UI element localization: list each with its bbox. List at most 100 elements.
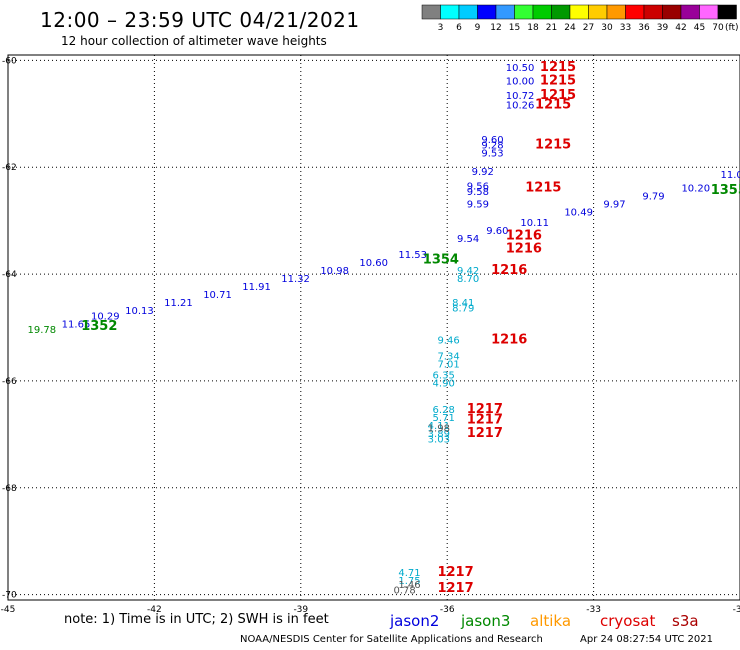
data-point-label: 10.50 xyxy=(506,63,535,74)
legend-cryosat: cryosat xyxy=(600,612,655,630)
x-tick-label: -30 xyxy=(733,605,740,615)
data-point-label: 1216 xyxy=(491,263,527,278)
satellite-legend: jason2 jason3 altika cryosat s3a xyxy=(389,612,699,630)
grid-lines xyxy=(8,55,740,600)
data-point-label: 9.58 xyxy=(467,187,489,198)
scale-tick-label: 3 xyxy=(438,23,444,33)
y-tick-label: -70 xyxy=(2,591,17,601)
scale-tick-label: 15 xyxy=(509,23,520,33)
scale-swatch xyxy=(514,4,534,20)
scale-swatch xyxy=(625,4,645,20)
scale-swatch xyxy=(588,4,608,20)
data-point-label: 1354 xyxy=(423,252,459,267)
y-tick-label: -66 xyxy=(2,377,17,387)
data-point-label: 9.60 xyxy=(481,135,503,146)
data-point-label: 9.92 xyxy=(472,167,494,178)
scale-tick-label: 33 xyxy=(620,23,631,33)
data-point-label: 8.41 xyxy=(452,298,474,309)
data-point-label: 1217 xyxy=(467,402,503,417)
footer-credit: NOAA/NESDIS Center for Satellite Applica… xyxy=(240,634,543,645)
data-point-label: 1215 xyxy=(535,97,571,112)
data-point-label: 5.71 xyxy=(433,413,455,424)
scale-swatch xyxy=(569,4,589,20)
data-point-label: 1215 xyxy=(535,138,571,153)
data-point-label: 11.91 xyxy=(242,282,271,293)
data-point-label: 10.13 xyxy=(125,306,154,317)
data-point-label: 10.26 xyxy=(506,100,535,111)
data-point-label: 1.46 xyxy=(398,580,420,591)
data-point-label: 11.53 xyxy=(398,250,427,261)
scale-swatch xyxy=(421,4,441,20)
x-tick-label: -45 xyxy=(1,605,16,615)
x-tick-label: -39 xyxy=(293,605,308,615)
data-point-label: 1217 xyxy=(467,426,503,441)
scale-tick-label: 42 xyxy=(675,23,686,33)
data-point-label: 1216 xyxy=(506,242,542,257)
data-point-label: 11.21 xyxy=(164,298,193,309)
scale-swatch xyxy=(662,4,682,20)
scale-unit-label: (ft) xyxy=(725,23,739,33)
x-tick-label: -33 xyxy=(586,605,601,615)
footer-timestamp: Apr 24 08:27:54 UTC 2021 xyxy=(580,634,713,645)
data-point-label: 1215 xyxy=(540,88,576,103)
data-point-label: 19.78 xyxy=(28,325,57,336)
data-point-label: 11.65 xyxy=(62,320,91,331)
color-scale-bar: 3 6 9 12 15 18 21 24 27 30 33 36 39 42 45 70 (ft) xyxy=(421,4,739,33)
footer-note: note: 1) Time is in UTC; 2) SWH is in fe… xyxy=(64,612,329,627)
data-point-label: 9.28 xyxy=(481,141,503,152)
data-point-label: 1.98 xyxy=(428,424,450,435)
data-point-label: 6.35 xyxy=(433,370,455,381)
scale-tick-label: 6 xyxy=(456,23,462,33)
scale-swatch xyxy=(551,4,571,20)
data-point-label: 8.70 xyxy=(457,274,479,285)
data-point-label: 11.32 xyxy=(281,274,310,285)
data-point-label: 10.98 xyxy=(320,266,349,277)
data-point-label: 10.49 xyxy=(564,207,593,218)
data-point-label: 3.03 xyxy=(428,434,450,445)
plot-border xyxy=(7,54,740,601)
data-point-label: 4.11 xyxy=(428,421,450,432)
scale-swatch xyxy=(643,4,663,20)
data-point-label: 6.28 xyxy=(433,405,455,416)
data-point-label: 1217 xyxy=(437,565,473,580)
legend-s3a: s3a xyxy=(672,612,699,630)
axis-ticks: -45 -42 -39 -36 -33 -30 -60 -62 -64 -66 -68 -70 xyxy=(1,56,740,615)
data-point-label: 9.56 xyxy=(467,182,489,193)
data-point-label: 9.60 xyxy=(486,226,508,237)
data-point-label: 3.89 xyxy=(428,429,450,440)
data-point-label: 1216 xyxy=(506,228,542,243)
data-point-label: 7.34 xyxy=(437,352,459,363)
data-point-label: 1.75 xyxy=(398,576,420,587)
data-point-label: 10.71 xyxy=(203,290,232,301)
chart-subtitle: 12 hour collection of altimeter wave hei… xyxy=(61,34,327,48)
data-point-label: 1217 xyxy=(437,581,473,596)
scale-swatch xyxy=(458,4,478,20)
data-point-label: 10.29 xyxy=(91,311,120,322)
data-point-label: 9.46 xyxy=(437,336,459,347)
data-point-label: 10.20 xyxy=(681,183,710,194)
scale-tick-label: 30 xyxy=(601,23,613,33)
x-tick-label: -42 xyxy=(147,605,162,615)
chart-title: 12:00 – 23:59 UTC 04/21/2021 xyxy=(40,8,360,32)
y-tick-label: -60 xyxy=(2,56,17,66)
data-point-label: 9.42 xyxy=(457,266,479,277)
data-point-label: 1217 xyxy=(467,413,503,428)
scale-swatch xyxy=(680,4,700,20)
data-point-label: 7.01 xyxy=(437,360,459,371)
data-point-label: 1355 xyxy=(711,183,740,198)
data-point-label: 9.54 xyxy=(457,234,479,245)
y-tick-label: -68 xyxy=(2,484,17,494)
scale-swatch xyxy=(440,4,460,20)
plot-frame xyxy=(7,54,740,601)
data-point-label: 1215 xyxy=(540,60,576,75)
scale-tick-label: 21 xyxy=(546,23,557,33)
data-point-label: 10.11 xyxy=(520,218,549,229)
data-point-label: 10.72 xyxy=(506,91,535,102)
y-tick-label: -62 xyxy=(2,163,17,173)
scale-tick-label: 36 xyxy=(638,23,650,33)
data-point-label: 4.71 xyxy=(398,568,420,579)
data-point-label: 10.00 xyxy=(506,76,535,87)
scale-tick-label: 27 xyxy=(583,23,594,33)
scale-tick-label: 12 xyxy=(490,23,501,33)
data-point-label: 1215 xyxy=(525,180,561,195)
